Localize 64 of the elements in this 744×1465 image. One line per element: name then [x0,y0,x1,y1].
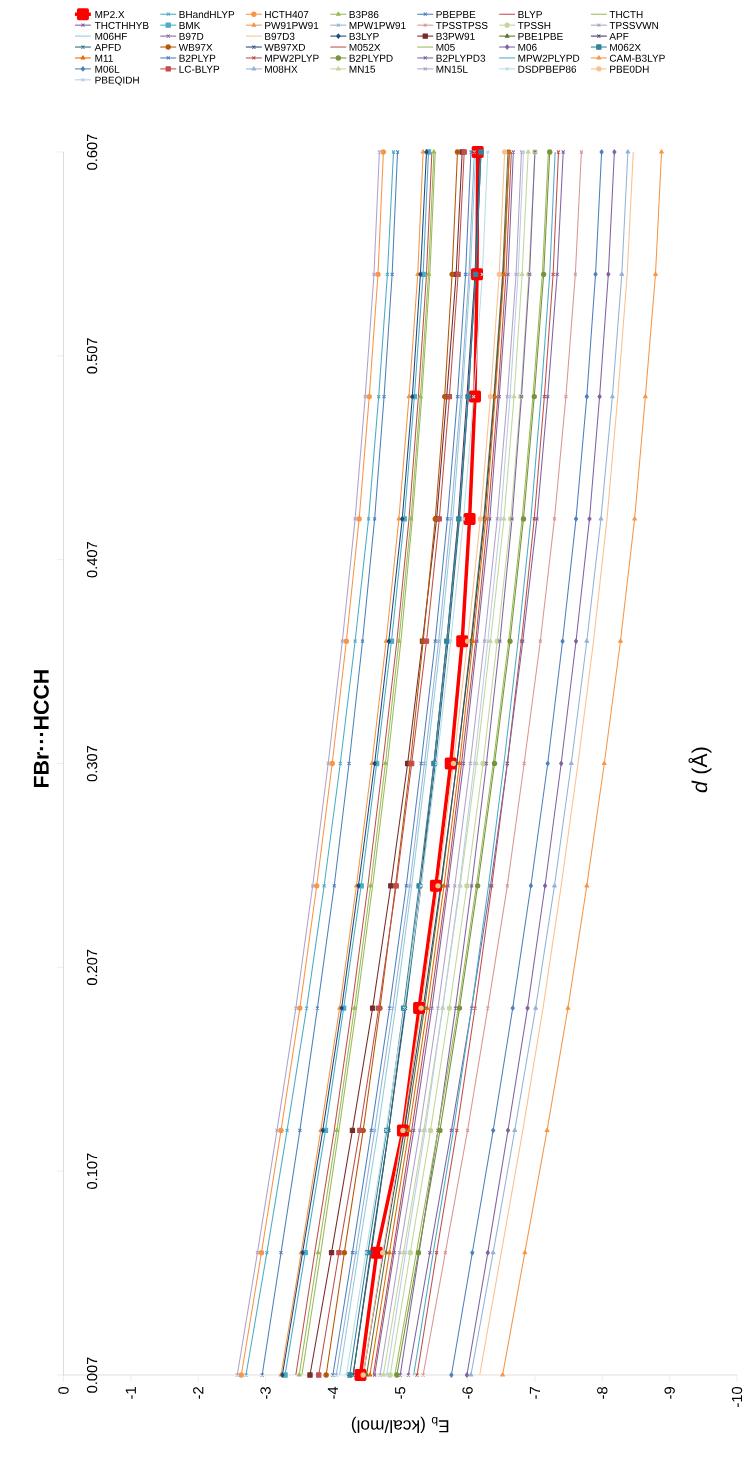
x-tick-label: -7 [529,1387,540,1399]
legend-label: M08HX [265,65,298,73]
x-tick-label: -8 [597,1387,608,1399]
legend-label: B3PW91 [436,32,475,40]
legend-label: PBEQIDH [95,76,139,86]
legend-label: APFD [94,43,121,51]
legend-label: B97D3 [265,32,295,40]
legend-label: M06 [518,43,537,51]
legend-label: B3LYP [349,32,379,40]
legend-label: THCTHHYB [94,21,149,29]
legend-label: TPSSH [517,21,551,29]
x-tick-label: -6 [462,1387,473,1399]
legend-label: WB97X [178,43,213,51]
text: FBr···HCCH [33,670,49,787]
legend-label: APF [609,32,629,40]
legend-label: MPW2PLYP [265,54,319,62]
legend-label: DSDPBEP86 [518,65,577,73]
y-tick-label: 0.607 [86,134,98,170]
y-axis-title: d (Å) [688,747,712,793]
legend-label: LC-BLYP [179,65,220,73]
legend-label: MP2.X [95,10,125,18]
legend-label: B2PLYP [179,54,216,62]
legend-label: MPW1PW91 [349,21,406,29]
legend-label: B2PLYPD [349,54,393,62]
x-tick-label: -10 [731,1386,743,1407]
x-axis-title: E$_{b}$ (kcal/mol) [351,1416,449,1433]
x-tick-label: -9 [664,1387,675,1399]
legend-label: MN15 [349,65,376,73]
legend-label: TPSSVWN [609,21,658,29]
y-tick-label: 0.007 [86,1357,98,1393]
legend-label: M06HF [95,32,127,40]
legend-label: M052X [349,43,381,51]
legend-label: M06L [95,65,120,73]
y-tick-label: 0.207 [86,949,98,986]
legend-label: M11 [95,54,113,62]
legend-label: MPW2PLYPD [518,54,580,62]
legend-label: BMK [179,22,201,29]
x-tick-label: -5 [395,1387,406,1399]
legend-label: WB97XD [264,43,305,51]
legend-label: PBEPBE [436,11,476,18]
x-tick-label: -1 [125,1387,136,1399]
legend-label: CAM-B3LYP [609,54,665,62]
x-tick-label: 0 [58,1386,69,1394]
legend-label: BLYP [518,11,542,18]
y-tick-label: 0.107 [86,1153,98,1189]
legend-label: PBE1PBE [518,32,563,40]
x-tick-label: -3 [260,1387,271,1399]
legend-label: MN15L [436,65,468,73]
legend-label: B3P86 [349,10,379,19]
y-tick-label: 0.507 [86,338,98,374]
x-tick-label: -4 [327,1386,338,1399]
y-tick-label: 0.307 [86,745,98,782]
x-tick-label: -2 [193,1387,204,1399]
legend-label: PW91PW91 [265,21,319,29]
legend-label: PBE0DH [610,65,649,73]
legend-label: BHandHLYP [179,10,235,19]
legend-label: M062X [610,43,641,51]
legend-label: B97D [179,32,204,40]
legend-label: THCTH [609,10,643,19]
legend-label: M05 [436,43,455,51]
y-tick-label: 0.407 [86,542,98,578]
legend-label: HCTH407 [265,10,309,19]
legend-label: TPSSTPSS [435,21,488,29]
legend-label: B2PLYPD3 [436,54,486,62]
